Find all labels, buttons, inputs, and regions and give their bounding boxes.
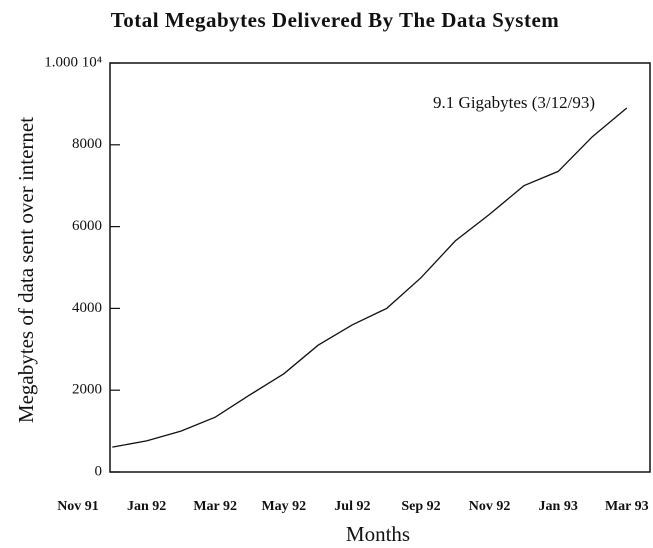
x-tick-label: Jul 92 — [334, 499, 370, 514]
y-tick-label: 4000 — [72, 300, 102, 316]
y-tick-label: 8000 — [72, 136, 102, 152]
x-tick-label: Nov 91 — [57, 499, 99, 514]
y-tick-label: 2000 — [72, 382, 102, 398]
x-tick-label: Jan 93 — [539, 499, 578, 514]
x-tick-label: Mar 92 — [193, 499, 237, 514]
chart-title: Total Megabytes Delivered By The Data Sy… — [111, 8, 560, 32]
y-tick-label: 6000 — [72, 218, 102, 234]
y-axis-label: Megabytes of data sent over internet — [14, 117, 38, 423]
plot-frame — [109, 62, 651, 473]
y-tick-label: 0 — [95, 463, 103, 479]
x-tick-label: Mar 93 — [605, 499, 649, 514]
x-tick-label: May 92 — [261, 499, 306, 514]
annotation: 9.1 Gigabytes (3/12/93) — [433, 93, 595, 112]
data-line — [112, 107, 628, 448]
y-tick-label: 1.000 10⁴ — [44, 54, 102, 70]
x-axis-label: Months — [346, 522, 410, 546]
x-tick-label: Sep 92 — [401, 499, 440, 514]
x-tick-label: Nov 92 — [469, 499, 511, 514]
x-tick-label: Jan 92 — [127, 499, 166, 514]
